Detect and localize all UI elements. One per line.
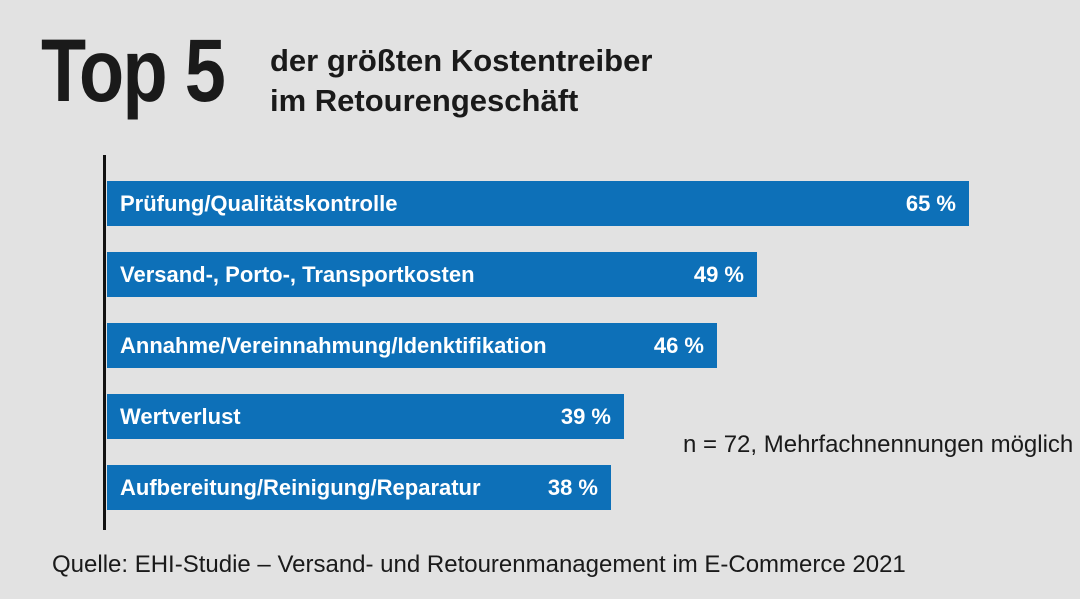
bar-category-label: Versand-, Porto-, Transportkosten <box>120 261 475 287</box>
bar-category-label: Wertverlust <box>120 403 241 429</box>
bar-row-1: Prüfung/Qualitätskontrolle 65 % <box>107 181 969 226</box>
bar-value-label: 38 % <box>547 474 598 500</box>
bar-row-3: Annahme/Vereinnahmung/Idenktifikation 46 … <box>107 323 717 368</box>
bar-category-label: Prüfung/Qualitätskontrolle <box>120 190 398 216</box>
bar-value-label: 39 % <box>560 403 611 429</box>
bar-row-4: Wertverlust 39 % <box>107 394 624 439</box>
page-title-big: Top 5 <box>41 20 226 120</box>
source-caption: Quelle: EHI-Studie – Versand- und Retour… <box>52 551 906 578</box>
y-axis-line <box>103 155 106 530</box>
bar-row-2: Versand-, Porto-, Transportkosten 49 % <box>107 252 757 297</box>
bar-row-5: Aufbereitung/Reinigung/Reparatur 38 % <box>107 465 611 510</box>
bar-category-label: Aufbereitung/Reinigung/Reparatur <box>120 474 481 500</box>
page-subtitle-line2: im Retourengeschäft <box>270 83 579 118</box>
bar-value-label: 65 % <box>905 190 956 216</box>
bar-category-label: Annahme/Vereinnahmung/Idenktifikation <box>120 332 547 358</box>
page-subtitle-line1: der größten Kostentreiber <box>270 43 653 78</box>
bar-value-label: 46 % <box>653 332 704 358</box>
page-subtitle: der größten Kostentreiber im Retourenges… <box>270 41 652 121</box>
bar-value-label: 49 % <box>693 261 744 287</box>
sample-size-note: n = 72, Mehrfachnennungen möglich <box>683 431 1074 458</box>
